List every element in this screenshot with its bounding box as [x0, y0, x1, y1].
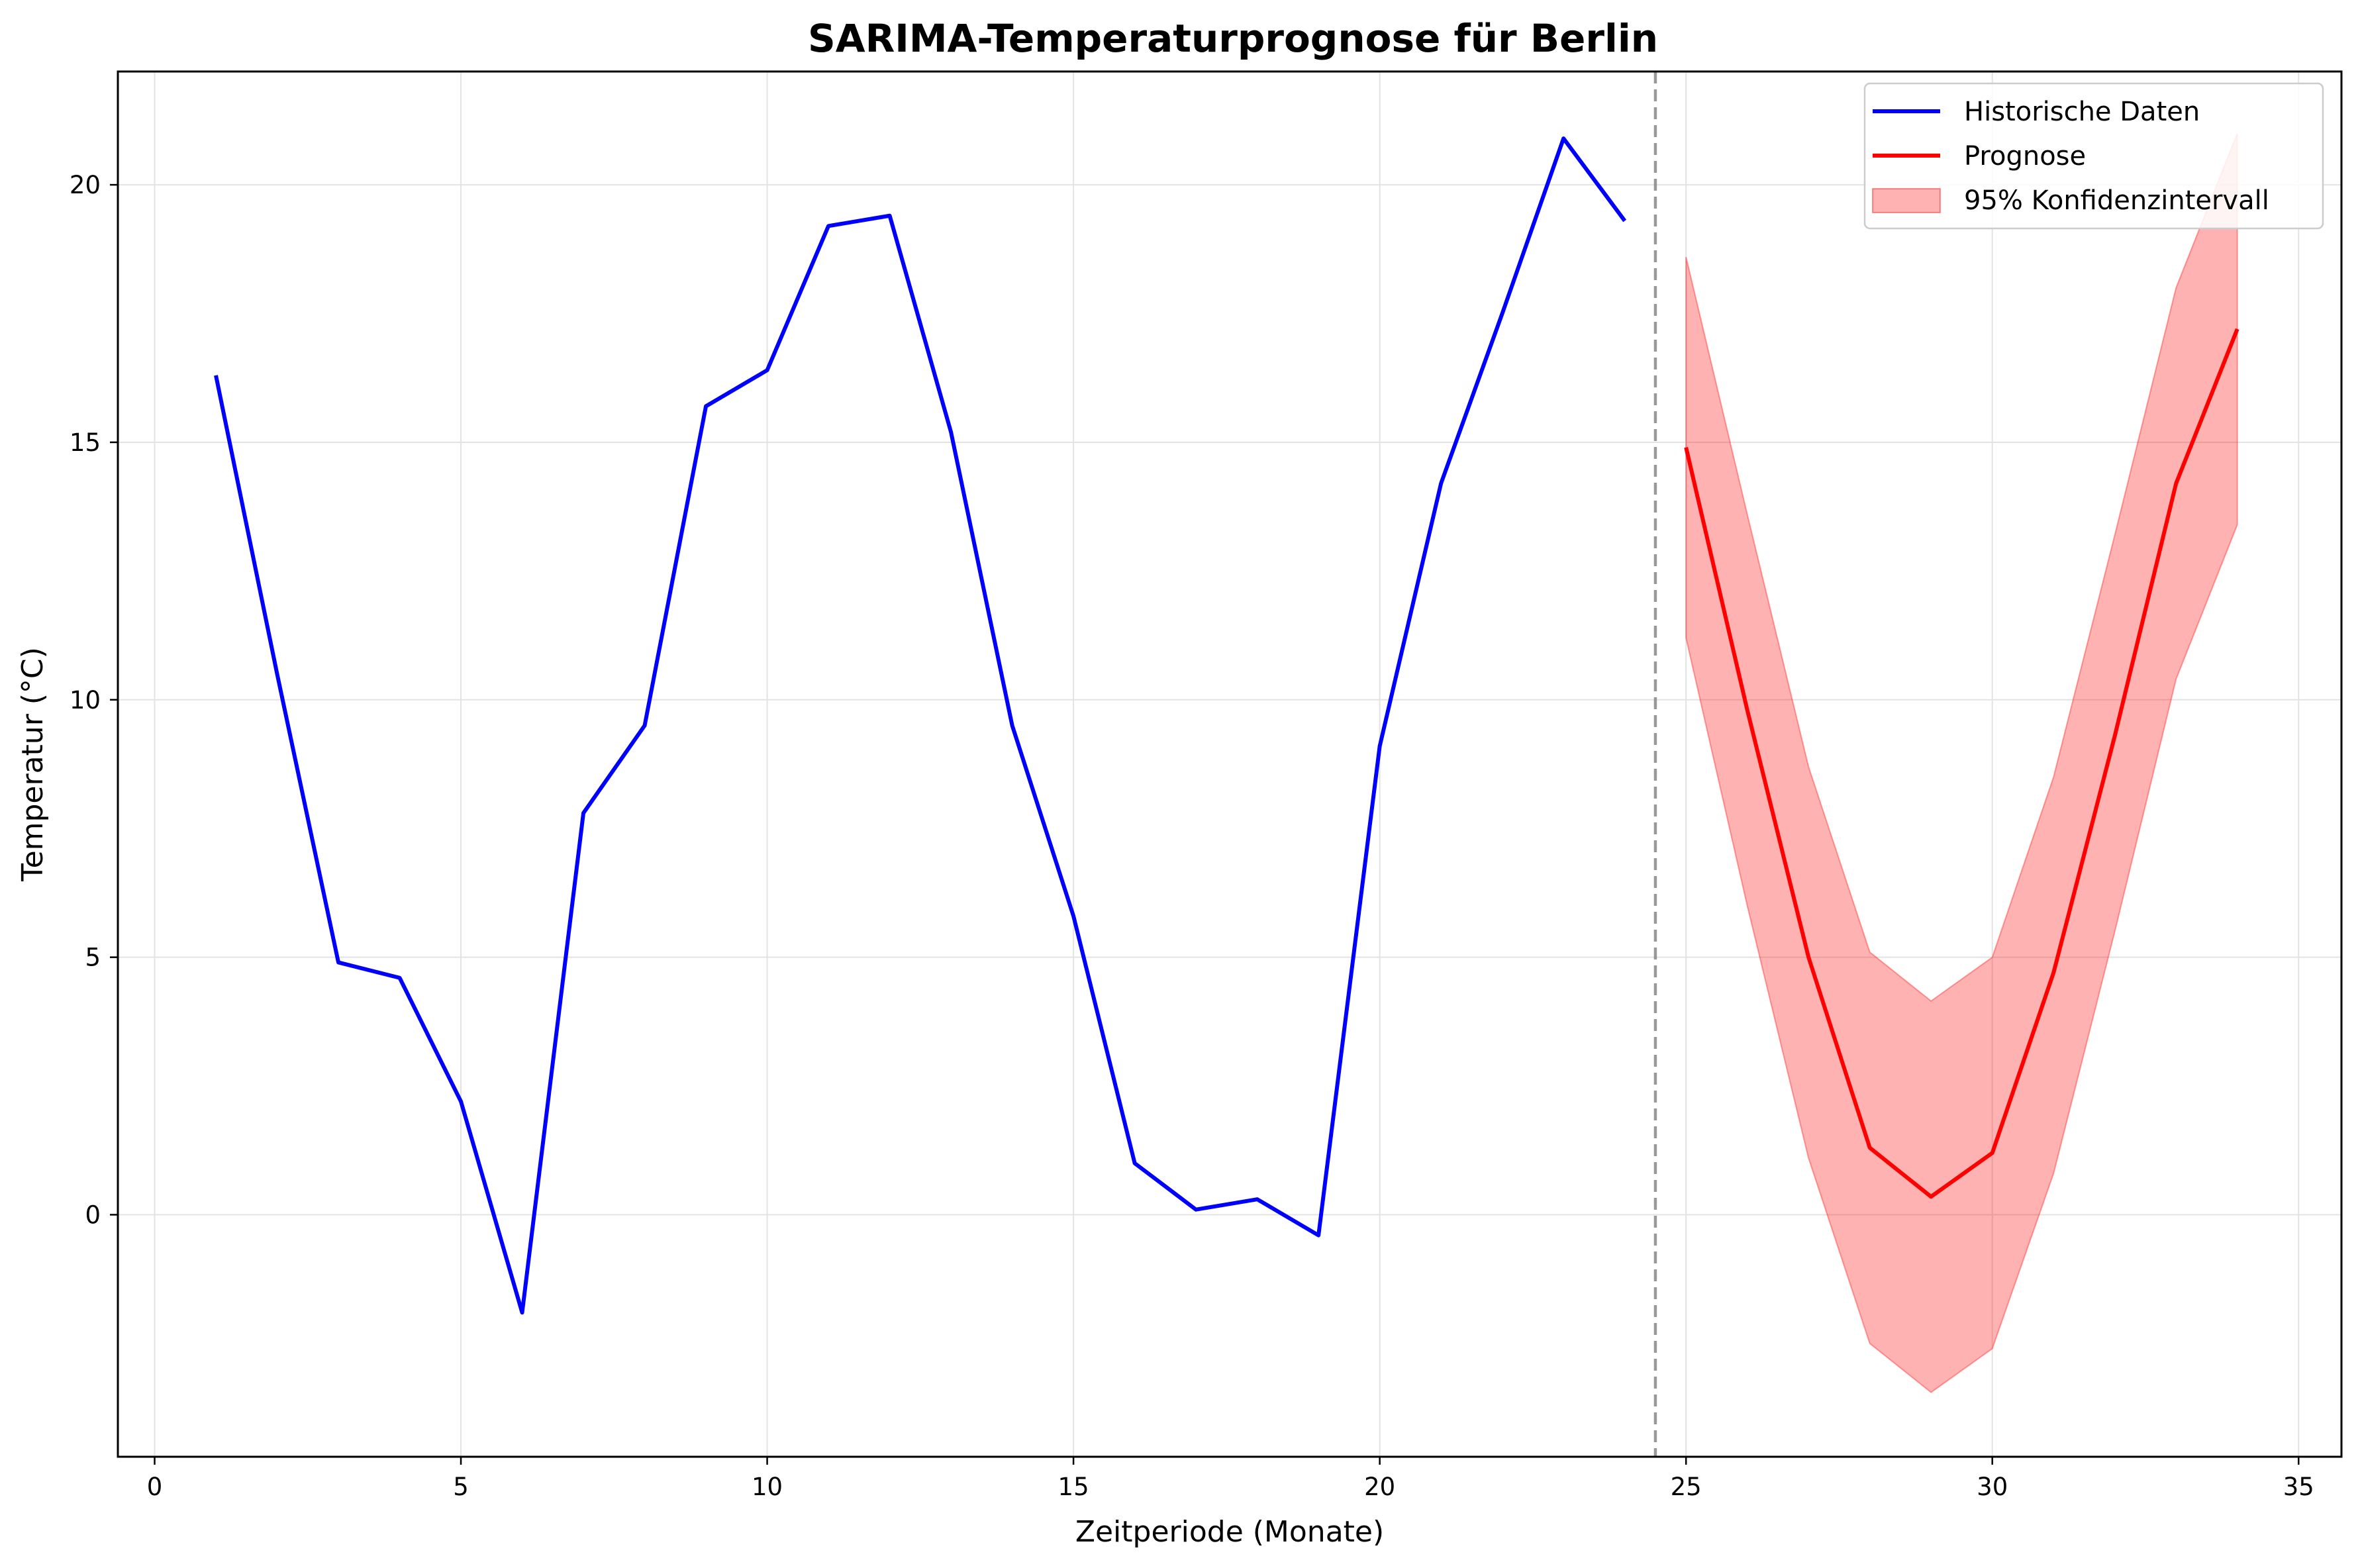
legend-label-prognose: Prognose	[1964, 141, 2086, 172]
x-tick-label: 15	[1058, 1473, 1089, 1501]
y-axis-label: Temperatur (°C)	[16, 647, 50, 882]
legend-label-konfidenz: 95% Konfidenzintervall	[1964, 185, 2269, 216]
y-tick-label: 0	[85, 1200, 101, 1229]
series-line-historisch	[214, 136, 1627, 1315]
x-tick-label: 10	[752, 1473, 783, 1501]
y-tick-label: 15	[70, 428, 101, 457]
legend-label-historisch: Historische Daten	[1964, 97, 2200, 127]
x-tick-label: 0	[147, 1473, 163, 1501]
x-tick-label: 35	[2283, 1473, 2314, 1501]
confidence-band	[1685, 132, 2238, 1394]
x-tick-label: 30	[1977, 1473, 2008, 1501]
chart-title: SARIMA-Temperaturprognose für Berlin	[808, 16, 1658, 61]
y-tick-label: 10	[70, 686, 101, 714]
x-tick-label: 20	[1364, 1473, 1395, 1501]
x-tick-label: 25	[1671, 1473, 1702, 1501]
x-tick-label: 5	[453, 1473, 469, 1501]
x-axis-label: Zeitperiode (Monate)	[1075, 1515, 1384, 1549]
series-line-prognose	[1684, 328, 2239, 1199]
plot-frame	[117, 70, 2343, 1458]
legend: Historische Daten Prognose 95% Konfidenz…	[1863, 82, 2324, 230]
y-tick-label: 20	[70, 171, 101, 199]
legend-handle-konfidenz	[1872, 188, 1941, 213]
y-tick-label: 5	[85, 944, 101, 972]
legend-box	[1863, 82, 2324, 230]
